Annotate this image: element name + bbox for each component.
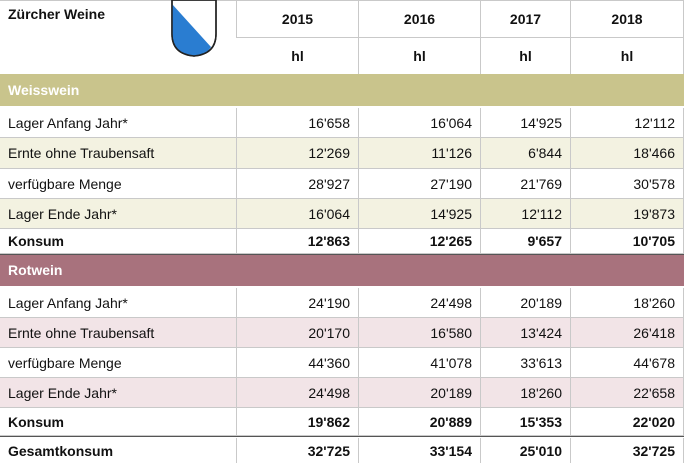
row-label: Konsum: [0, 229, 237, 254]
section-line: [0, 435, 684, 437]
year-header: 2015: [237, 0, 359, 38]
row-value: 12'269: [237, 138, 359, 169]
header-line: [0, 0, 684, 1]
row-value: 20'189: [481, 288, 571, 318]
row-label: Gesamtkonsum: [0, 438, 237, 463]
year-header: 2016: [359, 0, 481, 38]
row-value: 25'010: [481, 438, 571, 463]
row-value: 11'126: [359, 138, 481, 169]
row-value: 33'613: [481, 348, 571, 378]
zurich-shield: [171, 0, 217, 57]
row-value: 14'925: [481, 108, 571, 138]
row-label: Konsum: [0, 408, 237, 436]
year-header: 2017: [481, 0, 571, 38]
row-value: 44'360: [237, 348, 359, 378]
section-line: [0, 253, 684, 255]
row-value: 24'498: [359, 288, 481, 318]
row-label: Ernte ohne Traubensaft: [0, 318, 237, 348]
row-value: 24'498: [237, 378, 359, 408]
row-value: 20'889: [359, 408, 481, 436]
row-label: Lager Ende Jahr*: [0, 199, 237, 229]
row-value: 16'580: [359, 318, 481, 348]
row-value: 12'112: [571, 108, 684, 138]
unit-header: hl: [571, 38, 684, 74]
row-value: 19'862: [237, 408, 359, 436]
row-value: 12'265: [359, 229, 481, 254]
row-value: 28'927: [237, 169, 359, 199]
row-label: Lager Anfang Jahr*: [0, 288, 237, 318]
row-value: 32'725: [237, 438, 359, 463]
row-label: Lager Ende Jahr*: [0, 378, 237, 408]
row-value: 15'353: [481, 408, 571, 436]
row-value: 26'418: [571, 318, 684, 348]
year-header: 2018: [571, 0, 684, 38]
row-value: 18'466: [571, 138, 684, 169]
row-value: 33'154: [359, 438, 481, 463]
row-value: 22'020: [571, 408, 684, 436]
row-value: 30'578: [571, 169, 684, 199]
row-value: 16'064: [237, 199, 359, 229]
row-value: 20'189: [359, 378, 481, 408]
unit-header: hl: [237, 38, 359, 74]
section-header: Weisswein: [0, 74, 684, 106]
row-value: 18'260: [571, 288, 684, 318]
row-label: Ernte ohne Traubensaft: [0, 138, 237, 169]
row-value: 44'678: [571, 348, 684, 378]
unit-header: hl: [359, 38, 481, 74]
row-value: 16'658: [237, 108, 359, 138]
row-value: 32'725: [571, 438, 684, 463]
row-value: 24'190: [237, 288, 359, 318]
row-label: verfügbare Menge: [0, 348, 237, 378]
row-value: 22'658: [571, 378, 684, 408]
row-value: 13'424: [481, 318, 571, 348]
row-label: Lager Anfang Jahr*: [0, 108, 237, 138]
row-label: verfügbare Menge: [0, 169, 237, 199]
row-value: 16'064: [359, 108, 481, 138]
row-value: 14'925: [359, 199, 481, 229]
row-value: 27'190: [359, 169, 481, 199]
header-title: Zürcher Weine: [0, 0, 237, 38]
row-value: 21'769: [481, 169, 571, 199]
row-value: 12'112: [481, 199, 571, 229]
row-value: 9'657: [481, 229, 571, 254]
row-value: 20'170: [237, 318, 359, 348]
row-value: 18'260: [481, 378, 571, 408]
row-value: 41'078: [359, 348, 481, 378]
section-header: Rotwein: [0, 254, 684, 286]
row-value: 19'873: [571, 199, 684, 229]
row-value: 10'705: [571, 229, 684, 254]
row-value: 12'863: [237, 229, 359, 254]
row-value: 6'844: [481, 138, 571, 169]
unit-header: hl: [481, 38, 571, 74]
